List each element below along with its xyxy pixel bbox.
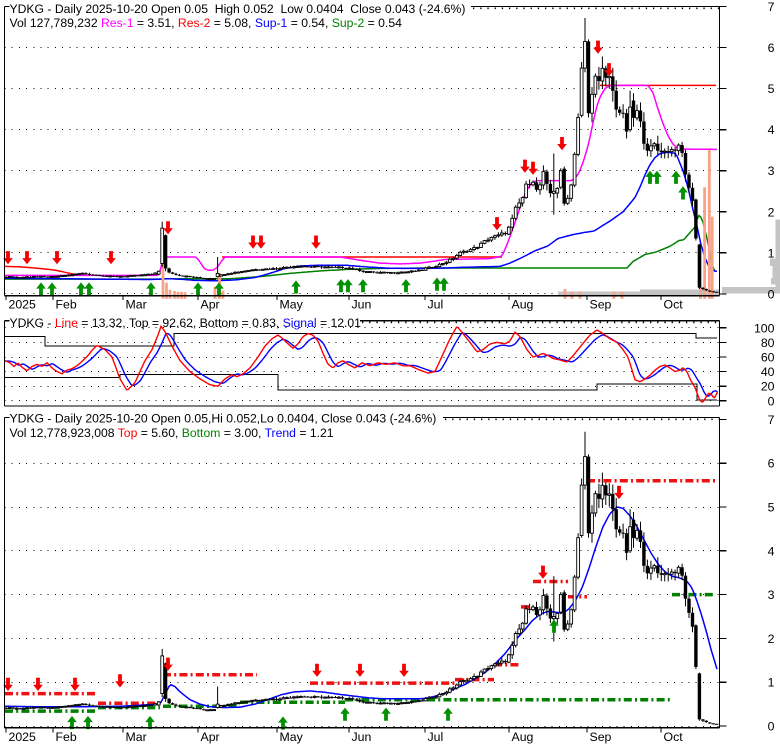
- svg-text:4: 4: [768, 123, 775, 137]
- svg-text:Apr: Apr: [201, 730, 220, 744]
- svg-text:Aug: Aug: [512, 298, 534, 312]
- svg-text:Mar: Mar: [126, 298, 147, 312]
- svg-text:Vol 12,778,923,008 Top = 5.60,: Vol 12,778,923,008 Top = 5.60, Bottom = …: [10, 426, 334, 440]
- svg-text:YDKG - Line = 13.32, Top = 92.: YDKG - Line = 13.32, Top = 92.62, Bottom…: [10, 316, 362, 330]
- svg-text:Feb: Feb: [56, 298, 77, 312]
- svg-text:3: 3: [768, 164, 775, 178]
- svg-text:2: 2: [768, 632, 775, 646]
- svg-text:3: 3: [768, 588, 775, 602]
- svg-text:Jun: Jun: [352, 298, 372, 312]
- svg-text:Sep: Sep: [590, 730, 612, 744]
- svg-text:0: 0: [768, 287, 775, 301]
- svg-text:2: 2: [768, 205, 775, 219]
- svg-text:4: 4: [768, 544, 775, 558]
- svg-text:Jul: Jul: [428, 298, 444, 312]
- svg-text:2025: 2025: [9, 298, 37, 312]
- svg-text:Mar: Mar: [126, 730, 147, 744]
- svg-text:Apr: Apr: [201, 298, 220, 312]
- svg-text:2025: 2025: [9, 730, 37, 744]
- svg-text:Vol 127,789,232 Res-1 = 3.51,: Vol 127,789,232 Res-1 = 3.51, Res-2 = 5.…: [10, 16, 403, 30]
- svg-text:Sep: Sep: [590, 298, 612, 312]
- svg-text:5: 5: [768, 82, 775, 96]
- svg-text:100: 100: [754, 321, 775, 335]
- svg-text:Feb: Feb: [56, 730, 77, 744]
- svg-text:May: May: [280, 298, 304, 312]
- svg-text:7: 7: [768, 413, 775, 427]
- svg-text:6: 6: [768, 457, 775, 471]
- svg-text:Jul: Jul: [428, 730, 444, 744]
- svg-text:40: 40: [761, 365, 775, 379]
- svg-text:1: 1: [768, 676, 775, 690]
- svg-text:60: 60: [761, 351, 775, 365]
- svg-text:0: 0: [768, 394, 775, 408]
- svg-text:5: 5: [768, 501, 775, 515]
- svg-text:Jun: Jun: [352, 730, 372, 744]
- svg-text:May: May: [280, 730, 304, 744]
- svg-text:Oct: Oct: [664, 730, 684, 744]
- svg-text:1: 1: [768, 246, 775, 260]
- svg-text:7: 7: [768, 0, 775, 14]
- svg-text:YDKG - Daily 2025-10-20 Open 0: YDKG - Daily 2025-10-20 Open 0.05 High 0…: [10, 2, 466, 16]
- svg-text:Aug: Aug: [512, 730, 534, 744]
- svg-text:YDKG - Daily 2025-10-20 Open 0: YDKG - Daily 2025-10-20 Open 0.05,Hi 0.0…: [10, 412, 437, 426]
- svg-text:6: 6: [768, 41, 775, 55]
- svg-text:0: 0: [768, 720, 775, 734]
- svg-text:Oct: Oct: [664, 298, 684, 312]
- svg-text:80: 80: [761, 336, 775, 350]
- svg-text:20: 20: [761, 380, 775, 394]
